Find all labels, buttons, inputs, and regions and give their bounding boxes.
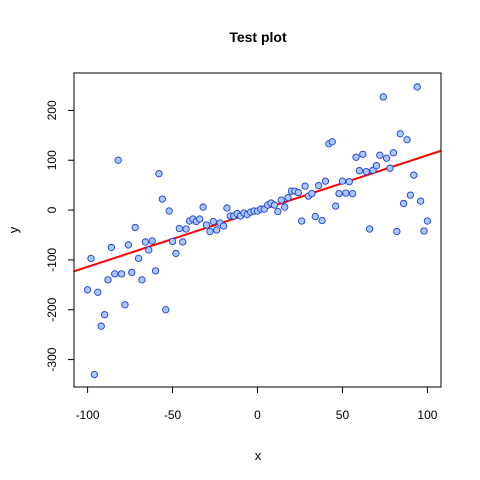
data-point xyxy=(213,226,221,234)
data-point xyxy=(352,153,360,161)
data-point xyxy=(172,249,180,258)
data-point xyxy=(182,225,190,233)
data-point xyxy=(100,311,109,319)
data-point xyxy=(83,286,92,294)
data-point xyxy=(332,202,340,210)
data-point xyxy=(202,221,211,229)
data-point xyxy=(270,201,279,209)
data-point xyxy=(348,189,357,198)
data-point xyxy=(294,188,302,197)
data-point xyxy=(138,276,146,284)
x-tick-label: -50 xyxy=(164,408,182,422)
data-point xyxy=(128,268,136,277)
data-point xyxy=(386,164,394,172)
data-point xyxy=(162,306,170,314)
y-axis-label: y xyxy=(6,226,21,233)
data-point xyxy=(104,276,112,284)
data-point xyxy=(396,130,404,138)
y-tick-label: 0 xyxy=(45,206,59,213)
data-point xyxy=(155,170,163,178)
data-point xyxy=(355,167,364,175)
data-point xyxy=(389,149,398,157)
data-point xyxy=(151,267,160,275)
y-tick-label: 200 xyxy=(45,100,59,120)
data-point xyxy=(315,181,323,190)
data-point xyxy=(416,197,425,205)
data-point xyxy=(134,254,143,263)
data-point xyxy=(318,216,326,225)
data-point xyxy=(284,193,292,202)
data-point xyxy=(148,237,156,245)
data-point xyxy=(382,154,391,162)
data-point xyxy=(345,178,353,186)
data-point xyxy=(277,196,285,204)
data-point xyxy=(219,222,228,230)
data-point xyxy=(175,224,183,233)
data-point xyxy=(111,270,119,278)
x-tick-label: 100 xyxy=(417,408,437,422)
data-point xyxy=(321,177,330,185)
data-point xyxy=(413,83,421,91)
data-point xyxy=(328,138,336,146)
data-point xyxy=(420,227,428,235)
data-point xyxy=(423,217,432,225)
data-point xyxy=(97,322,105,330)
y-tick-label: -300 xyxy=(45,347,59,371)
data-point xyxy=(379,93,387,101)
data-point xyxy=(114,156,122,164)
data-point xyxy=(281,203,289,211)
data-point xyxy=(121,301,129,309)
data-point xyxy=(199,203,207,211)
data-point xyxy=(94,288,102,296)
data-point xyxy=(209,217,217,226)
data-point xyxy=(90,370,99,379)
y-tick-label: -100 xyxy=(45,248,59,272)
data-point xyxy=(168,237,177,246)
data-point xyxy=(372,162,381,170)
x-tick-label: 0 xyxy=(254,408,261,422)
x-axis-label: x xyxy=(255,448,262,463)
y-tick-label: -200 xyxy=(45,297,59,321)
data-point xyxy=(165,207,173,215)
data-point xyxy=(359,150,367,158)
data-point xyxy=(311,212,319,221)
data-point xyxy=(145,246,153,254)
data-point xyxy=(87,254,95,263)
data-point xyxy=(338,177,347,185)
data-point xyxy=(158,195,167,203)
data-point xyxy=(376,151,384,159)
data-point xyxy=(342,189,350,197)
data-point xyxy=(393,227,401,236)
data-point xyxy=(301,182,309,190)
data-point xyxy=(107,243,116,252)
data-point xyxy=(362,168,370,176)
data-point xyxy=(141,238,150,246)
x-tick-label: 50 xyxy=(336,408,350,422)
data-point xyxy=(406,191,415,199)
x-tick-label: -100 xyxy=(76,408,100,422)
data-point xyxy=(335,189,343,198)
data-point xyxy=(117,270,126,278)
data-point xyxy=(365,225,374,233)
data-point xyxy=(410,171,418,179)
data-point xyxy=(403,136,411,144)
data-point xyxy=(196,215,204,223)
data-point xyxy=(274,207,282,216)
data-point xyxy=(131,223,139,232)
data-point xyxy=(206,227,214,236)
data-point xyxy=(399,199,408,208)
data-point xyxy=(124,241,133,249)
data-point xyxy=(179,238,187,246)
plot-frame xyxy=(73,72,442,388)
data-point xyxy=(298,217,306,225)
chart-title: Test plot xyxy=(229,29,287,45)
data-point xyxy=(223,204,231,212)
y-tick-label: 100 xyxy=(45,150,59,170)
data-point xyxy=(308,189,316,198)
